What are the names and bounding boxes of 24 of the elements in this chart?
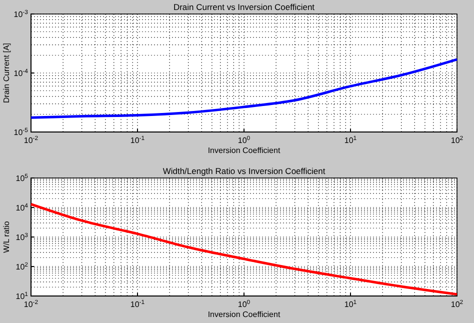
x-tick-label: 10$^{-2}$ <box>24 299 39 309</box>
x-axis-title: Inversion Coefficient <box>208 146 281 155</box>
y-tick-label: 10$^{-4}$ <box>14 68 29 78</box>
x-tick-label: 10$^{1}$ <box>344 135 358 145</box>
x-tick-label: 10$^{-1}$ <box>130 135 146 145</box>
chart-title: Width/Length Ratio vs Inversion Coefficient <box>162 166 326 176</box>
y-axis-title: W/L ratio <box>2 220 11 253</box>
chart-title: Drain Current vs Inversion Coefficient <box>173 2 316 12</box>
y-tick-label: 10$^{-5}$ <box>14 127 29 137</box>
y-tick-label: 10$^{4}$ <box>16 202 29 212</box>
y-tick-label: 10$^{1}$ <box>16 291 29 301</box>
x-tick-label: 10$^{1}$ <box>344 299 358 309</box>
x-tick-label: 10$^{0}$ <box>238 135 251 145</box>
x-tick-label: 10$^{-2}$ <box>24 135 39 145</box>
x-axis-title: Inversion Coefficient <box>208 310 281 319</box>
y-tick-label: 10$^{5}$ <box>16 173 29 183</box>
y-tick-label: 10$^{-3}$ <box>14 9 29 19</box>
x-tick-label: 10$^{-1}$ <box>130 299 146 309</box>
y-axis-title: Drain Current [A] <box>2 42 11 104</box>
x-tick-label: 10$^{2}$ <box>450 135 464 145</box>
x-tick-label: 10$^{2}$ <box>450 299 464 309</box>
x-tick-label: 10$^{0}$ <box>238 299 251 309</box>
y-tick-label: 10$^{3}$ <box>16 232 29 242</box>
y-tick-label: 10$^{2}$ <box>16 262 29 272</box>
